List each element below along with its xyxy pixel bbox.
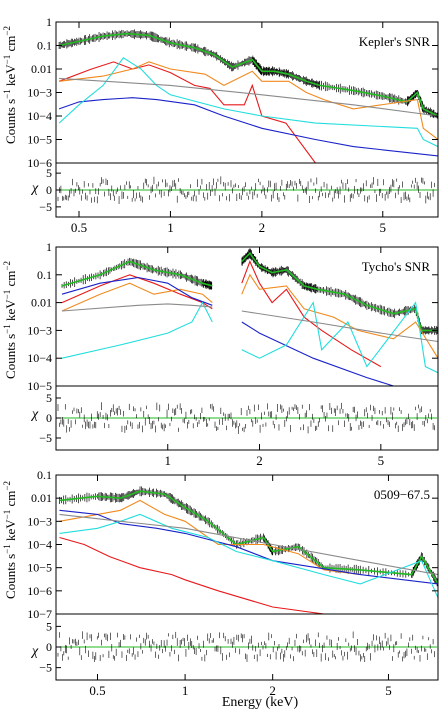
y-tick-label: 0.1 [37, 468, 52, 482]
model-line-total [59, 490, 438, 585]
model-line-orange [59, 61, 438, 140]
resid-tick-label: 5 [46, 391, 52, 405]
y-tick-label: 0.01 [31, 491, 52, 505]
model-line-red_b [241, 260, 382, 368]
residual-label: χ χ χ [30, 181, 39, 659]
svg-text:Counts s−1 keV−1 cm−2: Counts s−1 keV−1 cm−2 [2, 26, 18, 144]
resid-tick-label: 0 [46, 640, 52, 654]
y-tick-label: 10−3 [27, 86, 52, 100]
y-tick-label: 10−3 [27, 323, 52, 337]
x-tick-label: 1 [167, 220, 174, 235]
residual-points [57, 402, 435, 434]
panel-title: 0509−67.5 [374, 487, 430, 502]
panel-2: 10−7 10−6 10−5 10−4 10−3 0.01 0.1 −5 0 5 0.5 1 2 5 050… [27, 468, 439, 698]
y-tick-label: 10−4 [27, 109, 52, 123]
model-line-gray [61, 303, 213, 312]
resid-tick-label: 0 [46, 411, 52, 425]
x-tick-label: 2 [269, 683, 276, 698]
model-line-cyan [59, 513, 438, 599]
y-tick-label: 10−5 [27, 379, 52, 393]
model-line-gray [59, 513, 438, 576]
y-tick-label: 10−7 [27, 607, 52, 621]
resid-tick-label: 5 [46, 166, 52, 180]
resid-tick-label: −5 [39, 661, 52, 675]
panel-title: Kepler's SNR [359, 34, 431, 49]
panel-1: 10−5 10−4 10−3 0.01 0.1 1 −5 0 5 1 2 5 Tycho's SNR [27, 240, 439, 468]
svg-text:Counts s−1 keV−1 cm−2: Counts s−1 keV−1 cm−2 [2, 481, 18, 599]
model-line-total_b [241, 251, 438, 332]
x-tick-label: 1 [182, 683, 189, 698]
model-line-total [61, 260, 213, 287]
y-tick-label: 10−5 [27, 561, 52, 575]
resid-tick-label: 0 [46, 183, 52, 197]
residual-points [57, 176, 435, 204]
residual-points [57, 631, 435, 663]
x-tick-label: 5 [380, 220, 387, 235]
svg-text:χ: χ [30, 407, 39, 422]
x-tick-label: 0.5 [89, 683, 105, 698]
model-line-blue [59, 509, 438, 585]
model-line-gray [59, 77, 438, 117]
x-tick-label: 5 [378, 453, 385, 468]
model-line-cyan [58, 57, 438, 148]
model-line-red [59, 536, 324, 614]
panel-0: 10−6 10−5 10−4 10−3 0.01 0.1 1 −5 0 5 0.5 1 2 5 Kepler… [27, 15, 439, 235]
panel-title: Tycho's SNR [362, 259, 431, 274]
svg-text:χ: χ [30, 644, 39, 659]
y-tick-label: 0.01 [31, 296, 52, 310]
y-tick-label: 10−6 [27, 584, 52, 598]
y-tick-label: 10−3 [27, 514, 52, 528]
resid-tick-label: −5 [39, 200, 52, 214]
model-line-blue [58, 97, 438, 157]
x-tick-label: 0.5 [71, 220, 87, 235]
y-tick-label: 10−6 [27, 156, 52, 170]
model-line-blue_b [241, 321, 394, 386]
y-tick-label: 0.1 [37, 268, 52, 282]
y-tick-label: 10−5 [27, 133, 52, 147]
resid-tick-label: 5 [46, 619, 52, 633]
svg-text:χ: χ [30, 181, 39, 196]
x-axis-label: Energy (keV) [222, 695, 299, 710]
y-tick-label: 0.1 [37, 39, 52, 53]
svg-text:Counts s−1 keV−1 cm−2: Counts s−1 keV−1 cm−2 [2, 261, 18, 379]
model-line-orange_b [241, 273, 438, 359]
x-tick-label: 2 [256, 453, 263, 468]
model-line-blue [61, 276, 213, 306]
x-tick-label: 1 [164, 453, 171, 468]
resid-tick-label: −5 [39, 431, 52, 445]
x-tick-label: 2 [259, 220, 266, 235]
model-line-orange [59, 499, 361, 576]
y-tick-label: 1 [46, 15, 52, 29]
x-tick-label: 5 [385, 683, 392, 698]
y-tick-label: 10−4 [27, 538, 52, 552]
y-tick-label: 0.01 [31, 62, 52, 76]
model-line-red [58, 61, 316, 163]
y-tick-label: 1 [46, 240, 52, 254]
model-line-total [58, 32, 438, 117]
y-axis-label: Counts s−1 keV−1 cm−2 Counts s−1 keV−1 c… [2, 26, 18, 599]
y-tick-label: 10−4 [27, 351, 52, 365]
model-line-cyan [61, 301, 213, 359]
model-line-orange [61, 282, 213, 312]
model-line-gray_b [241, 310, 438, 343]
model-line-cyan_b [241, 301, 438, 374]
